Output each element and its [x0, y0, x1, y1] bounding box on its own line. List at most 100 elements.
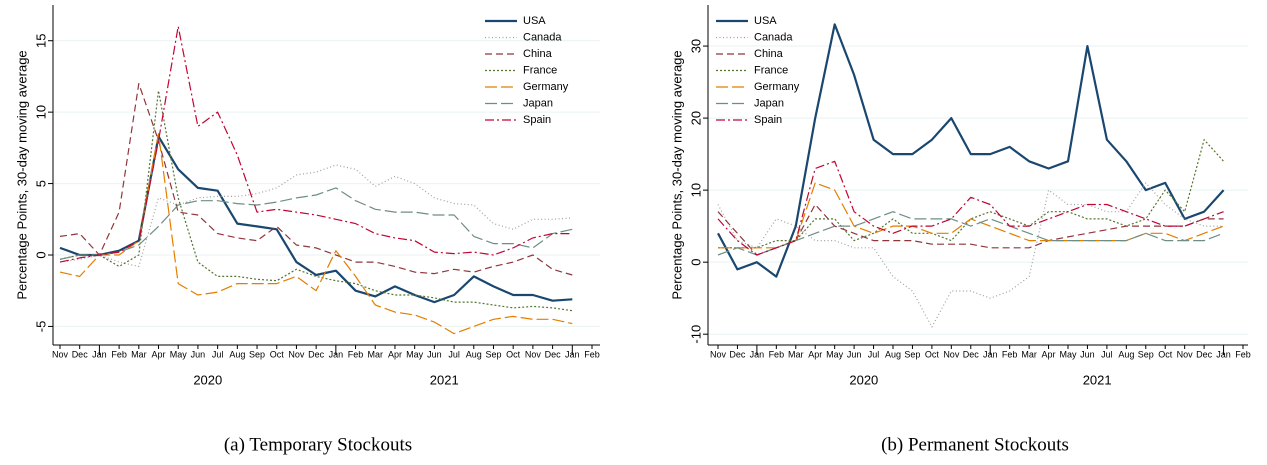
y-tick-label: 0: [33, 251, 48, 258]
x-tick-label: Jul: [212, 349, 224, 359]
x-tick-label: Sep: [904, 349, 920, 359]
y-tick-label: 30: [688, 39, 703, 53]
x-tick-label: Nov: [52, 349, 69, 359]
y-tick-label: -5: [33, 321, 48, 333]
x-tick-label: Feb: [769, 349, 785, 359]
y-tick-label: 5: [33, 180, 48, 187]
x-tick-label: Jul: [448, 349, 460, 359]
x-tick-label: Feb: [1235, 349, 1251, 359]
x-tick-label: Nov: [943, 349, 960, 359]
x-tick-label: Jul: [1101, 349, 1113, 359]
y-tick-label: 0: [688, 259, 703, 266]
x-tick-label: May: [1059, 349, 1077, 359]
x-tick-label: Jan: [1216, 349, 1231, 359]
x-tick-label: Jan: [983, 349, 998, 359]
legend-label: Germany: [754, 81, 800, 93]
x-tick-label: Jan: [329, 349, 344, 359]
y-tick-label: -10: [688, 325, 703, 344]
x-tick-label: Aug: [885, 349, 901, 359]
x-tick-label: Sep: [1138, 349, 1154, 359]
series-line: [717, 203, 1224, 256]
legend-label: Spain: [754, 114, 782, 126]
series-line: [717, 160, 1224, 256]
y-tick-label: 10: [688, 183, 703, 197]
series-line: [59, 187, 573, 260]
y-tick-label: 20: [688, 111, 703, 125]
x-tick-label: Mar: [1021, 349, 1037, 359]
x-tick-label: Jan: [750, 349, 765, 359]
x-tick-label: Apr: [152, 349, 166, 359]
y-axis-label: Percentage Points, 30-day moving average: [669, 50, 684, 299]
x-tick-label: Oct: [1158, 349, 1173, 359]
legend-label: Japan: [523, 97, 553, 109]
x-tick-label: May: [406, 349, 424, 359]
x-tick-label: Feb: [1002, 349, 1018, 359]
x-tick-label: Dec: [545, 349, 562, 359]
x-tick-label: May: [170, 349, 188, 359]
x-tick-label: Dec: [729, 349, 746, 359]
series-line: [59, 90, 573, 312]
x-tick-label: Apr: [808, 349, 822, 359]
x-tick-label: Nov: [1177, 349, 1194, 359]
x-tick-label: May: [826, 349, 844, 359]
x-tick-label: Aug: [1118, 349, 1134, 359]
x-tick-label: Oct: [925, 349, 940, 359]
x-tick-label: Jul: [868, 349, 880, 359]
legend-label: Spain: [523, 114, 551, 126]
series-line: [717, 182, 1224, 328]
x-tick-label: Apr: [388, 349, 402, 359]
series-line: [718, 139, 1225, 249]
legend-label: Canada: [754, 31, 793, 43]
year-label: 2020: [849, 372, 878, 387]
x-tick-label: Dec: [308, 349, 325, 359]
x-tick-label: Nov: [710, 349, 727, 359]
year-label: 2020: [193, 372, 222, 387]
series-line: [718, 182, 1224, 249]
series-line: [59, 164, 573, 267]
series-line: [59, 135, 573, 304]
series-line: [59, 133, 573, 335]
legend-label: Germany: [523, 81, 569, 93]
x-tick-label: Oct: [270, 349, 285, 359]
x-tick-label: Nov: [525, 349, 542, 359]
legend-label: China: [523, 48, 553, 60]
x-tick-label: Sep: [249, 349, 265, 359]
y-tick-label: 10: [33, 105, 48, 119]
year-label: 2021: [430, 372, 459, 387]
x-tick-label: Feb: [584, 349, 600, 359]
x-tick-label: Aug: [229, 349, 245, 359]
x-tick-label: Dec: [963, 349, 980, 359]
series-line: [59, 25, 573, 263]
x-tick-label: Jan: [565, 349, 580, 359]
caption: (a) Temporary Stockouts: [224, 434, 412, 455]
legend-label: Japan: [754, 97, 784, 109]
year-label: 2021: [1083, 372, 1112, 387]
x-tick-label: Feb: [348, 349, 364, 359]
x-tick-label: Jan: [92, 349, 107, 359]
series-line: [717, 211, 1224, 256]
y-tick-label: 15: [33, 33, 48, 47]
x-tick-label: Dec: [1196, 349, 1213, 359]
x-tick-label: Mar: [368, 349, 384, 359]
legend-label: USA: [754, 15, 777, 27]
x-tick-label: Jun: [191, 349, 206, 359]
x-tick-label: Mar: [131, 349, 147, 359]
x-tick-label: Aug: [466, 349, 482, 359]
legend-label: Canada: [523, 31, 562, 43]
chart-panel: -5 0 5 10 15 Percentage Points, 30-day moving…: [14, 5, 600, 455]
legend-label: USA: [523, 15, 546, 27]
series-line: [59, 83, 573, 276]
x-tick-label: Dec: [72, 349, 89, 359]
x-tick-label: Jun: [847, 349, 862, 359]
series-line: [717, 23, 1225, 278]
legend-label: France: [523, 64, 557, 76]
x-tick-label: Jun: [1080, 349, 1095, 359]
chart-panel: -10 0 10 20 30 Percentage Points, 30-day movi…: [669, 5, 1251, 455]
y-axis-label: Percentage Points, 30-day moving average: [14, 50, 29, 299]
legend-label: France: [754, 64, 788, 76]
caption: (b) Permanent Stockouts: [881, 434, 1069, 455]
x-tick-label: Oct: [506, 349, 521, 359]
x-tick-label: Mar: [788, 349, 804, 359]
x-tick-label: Feb: [111, 349, 127, 359]
